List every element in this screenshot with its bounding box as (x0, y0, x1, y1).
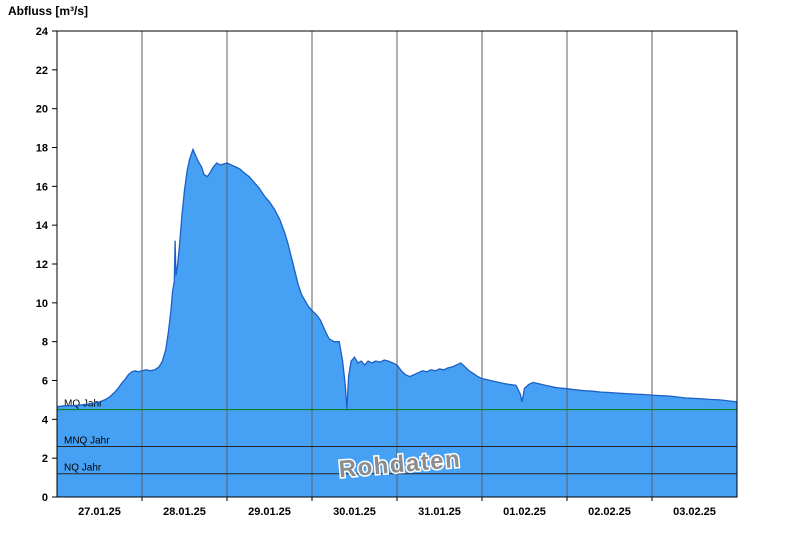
x-tick-label: 30.01.25 (333, 506, 376, 518)
y-tick-label: 6 (42, 376, 48, 388)
x-tick-label: 01.02.25 (503, 506, 546, 518)
x-tick-label: 02.02.25 (588, 506, 631, 518)
gridline-layer (141, 31, 653, 497)
y-tick-label: 12 (36, 259, 48, 271)
x-tick-label: 28.01.25 (163, 506, 206, 518)
y-tick-label: 2 (42, 453, 48, 465)
reference-label-mnq-jahr: MNQ Jahr (64, 436, 110, 447)
y-axis-title: Abfluss [m³/s] (8, 4, 88, 18)
x-tick-label: 27.01.25 (78, 506, 121, 518)
x-tick-label: 03.02.25 (673, 506, 716, 518)
y-tick-label: 4 (42, 414, 49, 426)
x-tick-label: 29.01.25 (248, 506, 291, 518)
y-tick-label: 22 (36, 65, 48, 77)
y-tick-label: 16 (36, 181, 48, 193)
x-tick-label: 31.01.25 (418, 506, 461, 518)
curve-layer (56, 147, 738, 409)
y-tick-label: 14 (36, 220, 49, 232)
y-tick-label: 8 (42, 337, 48, 349)
y-tick-label: 24 (36, 26, 49, 38)
discharge-curve (56, 147, 738, 409)
y-tick-label: 0 (42, 492, 48, 504)
y-tick-label: 18 (36, 143, 48, 155)
y-tick-label: 10 (36, 298, 48, 310)
y-tick-label: 20 (36, 104, 48, 116)
reference-label-nq-jahr: NQ Jahr (64, 463, 102, 474)
